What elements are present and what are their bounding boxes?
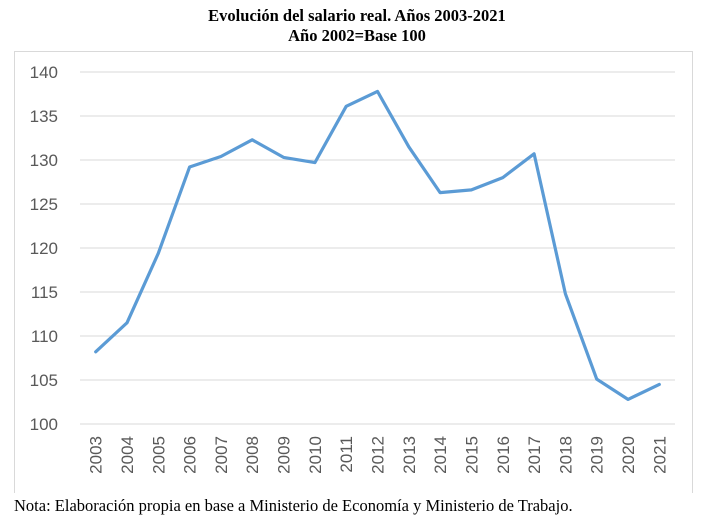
x-tick-label: 2004: [118, 436, 137, 474]
x-tick-label: 2012: [369, 436, 388, 474]
x-tick-label: 2021: [650, 436, 669, 474]
x-tick-label: 2006: [181, 436, 200, 474]
x-tick-label: 2016: [494, 436, 513, 474]
chart-title-block: Evolución del salario real. Años 2003-20…: [0, 6, 714, 46]
chart-subtitle: Año 2002=Base 100: [288, 26, 426, 45]
chart-title: Evolución del salario real. Años 2003-20…: [208, 6, 506, 25]
y-tick-label: 140: [30, 63, 58, 82]
gridlines: [80, 71, 675, 425]
x-tick-label: 2005: [149, 436, 168, 474]
x-tick-label: 2014: [431, 436, 450, 474]
x-tick-label: 2010: [306, 436, 325, 474]
y-tick-label: 105: [30, 371, 58, 390]
x-tick-label: 2019: [588, 436, 607, 474]
chart-frame: [14, 51, 693, 493]
x-tick-label: 2011: [337, 436, 356, 473]
series-line: [94, 89, 661, 401]
y-tick-label: 130: [30, 151, 58, 170]
x-tick-label: 2003: [87, 436, 106, 474]
y-tick-label: 110: [31, 327, 58, 346]
x-tick-label: 2020: [619, 436, 638, 474]
x-tick-label: 2015: [462, 436, 481, 474]
series-group: [94, 89, 661, 401]
x-tick-label: 2017: [525, 436, 544, 474]
x-axis-ticks: 2003 2004 2005 2006 2007 2008 2009 2010 2011 2012…: [87, 436, 670, 474]
y-tick-label: 120: [30, 239, 58, 258]
y-tick-label: 115: [31, 283, 58, 302]
y-tick-label: 135: [30, 107, 58, 126]
y-tick-label: 125: [30, 195, 58, 214]
x-tick-label: 2008: [243, 436, 262, 474]
source-note: Nota: Elaboración propia en base a Minis…: [14, 496, 573, 515]
x-tick-label: 2018: [556, 436, 575, 474]
x-tick-label: 2007: [212, 436, 231, 474]
y-tick-label: 100: [30, 415, 58, 434]
x-tick-label: 2013: [400, 436, 419, 474]
y-axis-ticks: 100 105 110 115 120 125 130 135 140: [30, 63, 58, 434]
x-tick-label: 2009: [275, 436, 294, 474]
